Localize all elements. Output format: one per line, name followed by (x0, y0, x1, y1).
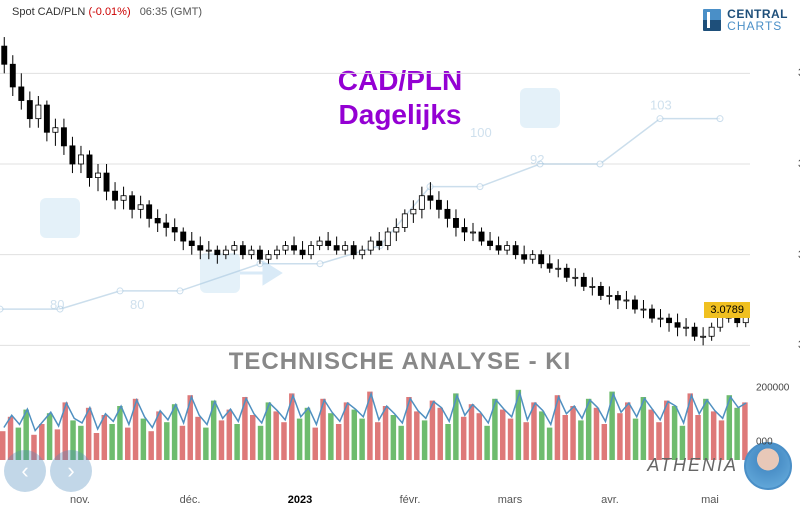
volume-svg (0, 370, 750, 460)
svg-text:92: 92 (530, 152, 544, 167)
svg-text:80: 80 (50, 297, 64, 312)
time-label: 06:35 (GMT) (140, 6, 202, 18)
price-svg: 80 80 92 100 103 (0, 28, 750, 368)
svg-text:80: 80 (130, 297, 144, 312)
price-chart[interactable]: 808092100103 33.23.43.6 3.0789 (0, 28, 750, 368)
symbol-label: Spot CAD/PLN (12, 6, 85, 18)
athenia-label: ATHENIA (647, 455, 738, 476)
current-price-badge: 3.0789 (704, 302, 750, 318)
volume-chart[interactable] (0, 370, 750, 460)
avatar-icon[interactable] (744, 442, 792, 490)
svg-text:103: 103 (650, 98, 672, 113)
nav-prev-button[interactable]: ‹ (4, 450, 46, 492)
nav-next-button[interactable]: › (50, 450, 92, 492)
chart-header: Spot CAD/PLN (-0.01%) 06:35 (GMT) (12, 6, 202, 18)
change-label: (-0.01%) (88, 6, 130, 18)
svg-text:100: 100 (470, 125, 492, 140)
